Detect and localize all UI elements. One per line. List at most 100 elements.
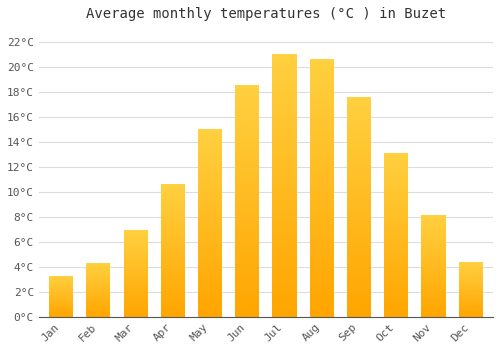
- Bar: [422, 238, 446, 239]
- Bar: [422, 261, 446, 262]
- Bar: [347, 277, 371, 279]
- Bar: [235, 303, 260, 305]
- Bar: [235, 118, 260, 120]
- Bar: [124, 282, 148, 283]
- Bar: [160, 292, 185, 293]
- Bar: [235, 294, 260, 296]
- Bar: [422, 315, 446, 316]
- Bar: [347, 244, 371, 246]
- Bar: [160, 294, 185, 296]
- Bar: [422, 277, 446, 278]
- Bar: [49, 310, 73, 311]
- Bar: [124, 303, 148, 304]
- Bar: [310, 232, 334, 235]
- Bar: [384, 282, 408, 284]
- Bar: [198, 229, 222, 231]
- Bar: [384, 225, 408, 227]
- Bar: [310, 255, 334, 258]
- Bar: [198, 201, 222, 202]
- Bar: [198, 142, 222, 144]
- Bar: [458, 303, 483, 304]
- Bar: [458, 304, 483, 305]
- Bar: [422, 271, 446, 272]
- Bar: [235, 310, 260, 312]
- Bar: [310, 304, 334, 307]
- Bar: [160, 243, 185, 244]
- Bar: [458, 294, 483, 295]
- Bar: [124, 285, 148, 286]
- Bar: [160, 246, 185, 248]
- Bar: [235, 298, 260, 301]
- Bar: [49, 290, 73, 291]
- Bar: [384, 278, 408, 279]
- Bar: [235, 199, 260, 201]
- Bar: [124, 280, 148, 281]
- Bar: [347, 246, 371, 248]
- Bar: [422, 312, 446, 313]
- Bar: [86, 313, 110, 314]
- Bar: [384, 299, 408, 300]
- Bar: [310, 239, 334, 242]
- Bar: [422, 279, 446, 280]
- Bar: [310, 252, 334, 255]
- Bar: [198, 176, 222, 178]
- Bar: [458, 277, 483, 278]
- Bar: [86, 281, 110, 282]
- Bar: [458, 262, 483, 263]
- Bar: [384, 305, 408, 307]
- Bar: [198, 309, 222, 311]
- Bar: [49, 304, 73, 305]
- Bar: [235, 203, 260, 206]
- Bar: [384, 227, 408, 228]
- Bar: [310, 294, 334, 296]
- Bar: [86, 293, 110, 294]
- Bar: [49, 298, 73, 299]
- Bar: [422, 224, 446, 225]
- Bar: [458, 296, 483, 297]
- Bar: [198, 296, 222, 298]
- Bar: [458, 268, 483, 269]
- Bar: [384, 209, 408, 210]
- Bar: [272, 243, 296, 246]
- Bar: [235, 141, 260, 143]
- Bar: [160, 289, 185, 290]
- Bar: [272, 270, 296, 272]
- Bar: [86, 276, 110, 277]
- Bar: [422, 281, 446, 282]
- Bar: [49, 316, 73, 317]
- Bar: [198, 231, 222, 232]
- Bar: [422, 304, 446, 306]
- Bar: [235, 164, 260, 166]
- Bar: [384, 286, 408, 287]
- Bar: [160, 315, 185, 317]
- Bar: [198, 251, 222, 253]
- Bar: [124, 291, 148, 292]
- Bar: [422, 231, 446, 232]
- Bar: [458, 295, 483, 296]
- Bar: [422, 308, 446, 309]
- Bar: [310, 111, 334, 113]
- Bar: [458, 300, 483, 301]
- Bar: [272, 62, 296, 65]
- Bar: [384, 210, 408, 212]
- Bar: [272, 175, 296, 177]
- Bar: [86, 306, 110, 307]
- Bar: [160, 256, 185, 257]
- Bar: [160, 297, 185, 298]
- Bar: [272, 114, 296, 117]
- Bar: [384, 205, 408, 207]
- Bar: [198, 206, 222, 208]
- Bar: [160, 216, 185, 217]
- Bar: [124, 286, 148, 287]
- Bar: [384, 163, 408, 164]
- Bar: [198, 148, 222, 150]
- Bar: [422, 235, 446, 236]
- Bar: [458, 312, 483, 313]
- Bar: [347, 251, 371, 253]
- Bar: [310, 108, 334, 111]
- Bar: [235, 308, 260, 310]
- Bar: [347, 149, 371, 152]
- Bar: [310, 98, 334, 100]
- Bar: [235, 102, 260, 104]
- Bar: [160, 278, 185, 280]
